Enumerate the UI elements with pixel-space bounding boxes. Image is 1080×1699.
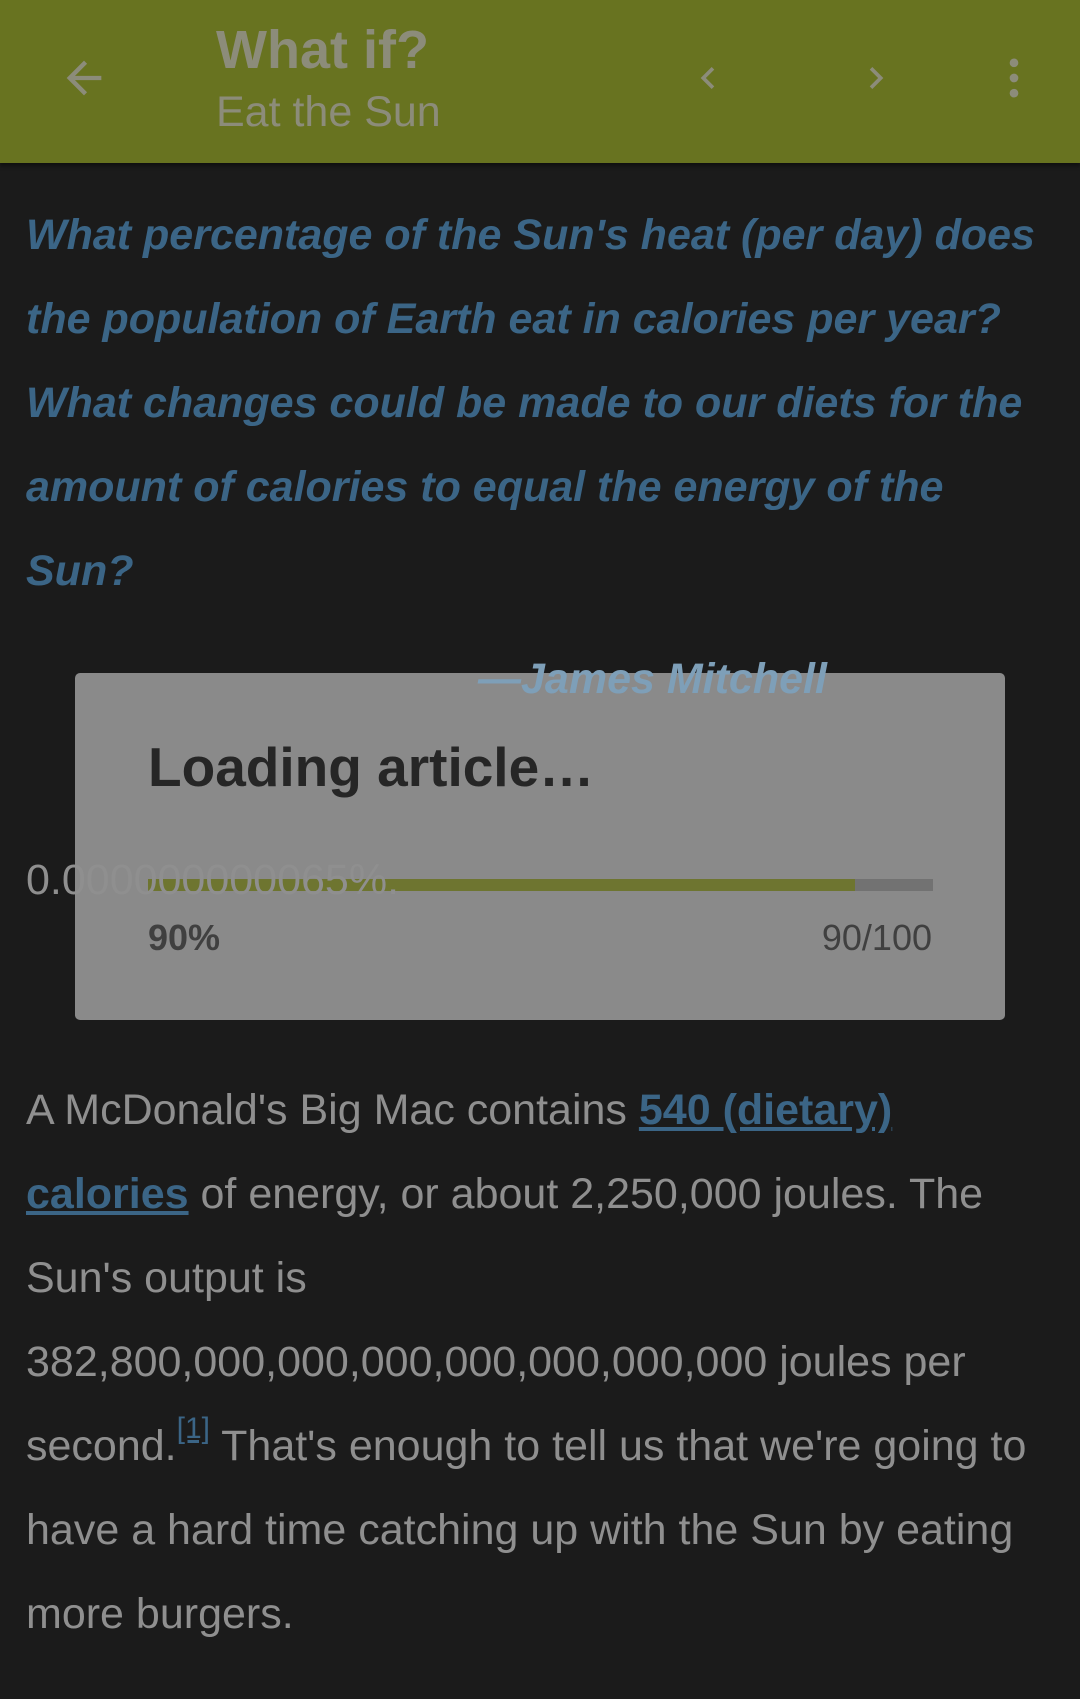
paragraph-text-end: That's enough to tell us that we're goin…: [26, 1422, 1027, 1638]
progress-percent: 90%: [148, 917, 221, 958]
calories-link[interactable]: 540 (dietary) calories: [26, 1086, 893, 1218]
page-title: What if?: [216, 20, 429, 80]
footnote-link[interactable]: [1]: [176, 1412, 210, 1445]
progress-bar: [148, 879, 933, 891]
article-content: What percentage of the Sun's heat (per d…: [0, 163, 1080, 1699]
arrow-left-icon: [58, 52, 110, 109]
next-article-button[interactable]: [836, 40, 916, 120]
chevron-right-icon: [854, 56, 898, 105]
app-bar: What if? Eat the Sun: [0, 0, 1080, 163]
more-vert-icon: [988, 52, 1040, 109]
progress-count: 90/100: [821, 917, 932, 958]
question-attribution: —James Mitchell: [478, 655, 827, 703]
reader-question: What percentage of the Sun's heat (per d…: [26, 211, 1035, 595]
loading-dialog: Loading article… 90% 90/100: [75, 673, 1005, 1020]
page-subtitle: Eat the Sun: [216, 88, 441, 136]
article-paragraph: A McDonald's Big Mac contains 540 (dieta…: [26, 1068, 1056, 1656]
dialog-title: Loading article…: [148, 736, 595, 798]
paragraph-text-start: A McDonald's Big Mac contains: [26, 1086, 639, 1134]
paragraph-text-middle: of energy, or about 2,250,000 joules. Th…: [26, 1170, 984, 1470]
chevron-left-icon: [686, 56, 730, 105]
overflow-menu-button[interactable]: [974, 40, 1054, 120]
short-answer: 0.000000000065%.: [26, 856, 400, 904]
previous-article-button[interactable]: [668, 40, 748, 120]
title-block: What if? Eat the Sun: [216, 14, 441, 138]
back-button[interactable]: [44, 40, 124, 120]
progress-bar-fill: [148, 879, 855, 891]
